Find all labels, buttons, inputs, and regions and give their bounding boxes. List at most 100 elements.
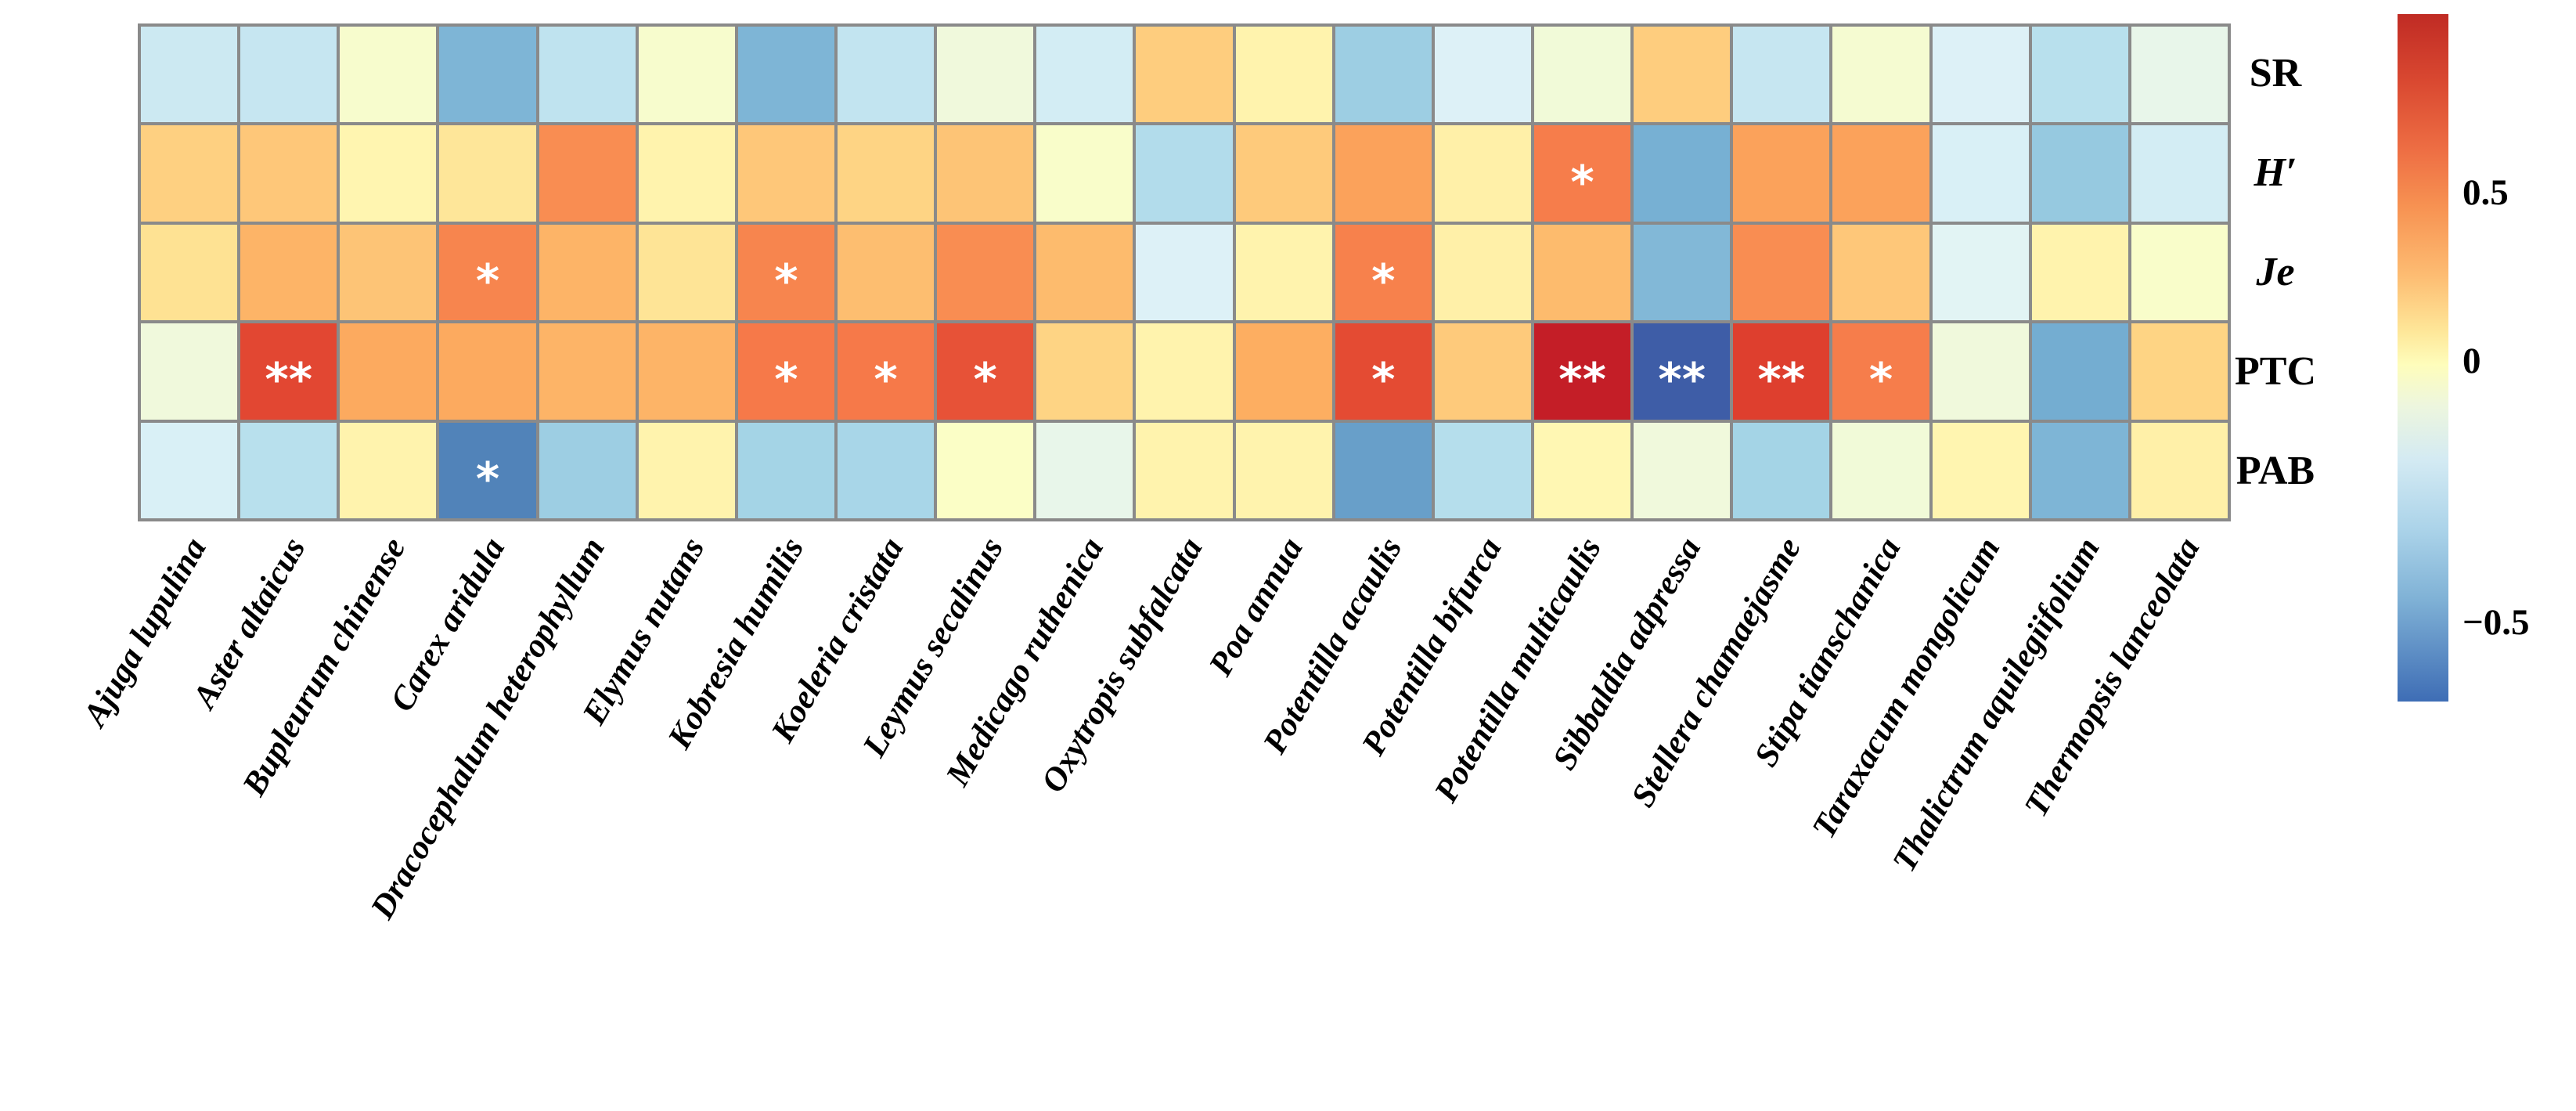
heatmap-cell bbox=[737, 422, 834, 518]
heatmap-cell bbox=[141, 27, 238, 123]
heatmap-cell bbox=[1634, 27, 1731, 123]
heatmap-cell bbox=[340, 27, 437, 123]
heatmap-cell bbox=[1235, 27, 1332, 123]
heatmap-cell bbox=[1235, 224, 1332, 321]
heatmap-cell bbox=[141, 422, 238, 518]
correlation-heatmap: * * * * ** * * * * ** ** ** * * bbox=[138, 23, 2231, 521]
heatmap-cell bbox=[937, 422, 1034, 518]
heatmap-cell bbox=[141, 125, 238, 222]
heatmap-cell bbox=[340, 125, 437, 222]
heatmap-cell bbox=[937, 224, 1034, 321]
heatmap-cell bbox=[1932, 422, 2029, 518]
heatmap-cell: ** bbox=[1534, 323, 1631, 420]
heatmap-cell: * bbox=[1534, 125, 1631, 222]
x-tick-label: Thalictrum aquilegiifolium bbox=[1886, 532, 2107, 878]
heatmap-cell bbox=[838, 422, 935, 518]
heatmap-cell bbox=[1235, 125, 1332, 222]
heatmap-cell bbox=[439, 125, 536, 222]
heatmap-cell bbox=[638, 224, 735, 321]
heatmap-cell bbox=[141, 323, 238, 420]
colorbar-tick-label: −0.5 bbox=[2463, 602, 2530, 643]
heatmap-cell bbox=[240, 27, 337, 123]
significance-marker: * bbox=[874, 352, 898, 406]
heatmap-cell bbox=[737, 27, 834, 123]
significance-marker: ** bbox=[1757, 352, 1806, 406]
heatmap-cell bbox=[340, 422, 437, 518]
significance-marker: * bbox=[475, 254, 500, 308]
heatmap-cell bbox=[539, 422, 636, 518]
heatmap-cell bbox=[1634, 224, 1731, 321]
heatmap-cell bbox=[1335, 125, 1432, 222]
colorbar-tick-label: 0 bbox=[2463, 341, 2481, 381]
heatmap-cell bbox=[1932, 27, 2029, 123]
x-tick-label: Poa annua bbox=[1202, 532, 1310, 683]
heatmap-cell bbox=[1932, 323, 2029, 420]
heatmap-cell bbox=[1733, 27, 1830, 123]
heatmap-cell bbox=[2131, 125, 2228, 222]
heatmap-cell bbox=[1036, 125, 1133, 222]
heatmap-cell bbox=[1136, 422, 1233, 518]
heatmap-cell bbox=[2131, 422, 2228, 518]
heatmap-cell bbox=[1932, 224, 2029, 321]
heatmap-cell bbox=[638, 422, 735, 518]
significance-marker: ** bbox=[1558, 352, 1606, 406]
heatmap-cell bbox=[638, 125, 735, 222]
significance-marker: * bbox=[1371, 352, 1396, 406]
heatmap-cell bbox=[2031, 323, 2128, 420]
heatmap-cell bbox=[1235, 422, 1332, 518]
heatmap-cell bbox=[1136, 323, 1233, 420]
heatmap-cell bbox=[937, 27, 1034, 123]
heatmap-cell bbox=[1932, 125, 2029, 222]
heatmap-cell bbox=[1434, 125, 1531, 222]
heatmap-cell: * bbox=[937, 323, 1034, 420]
heatmap-cell bbox=[539, 125, 636, 222]
heatmap-cell: ** bbox=[240, 323, 337, 420]
heatmap-cell bbox=[838, 27, 935, 123]
y-tick-label: H′ bbox=[2254, 150, 2297, 195]
heatmap-cell bbox=[240, 224, 337, 321]
heatmap-cell bbox=[1733, 422, 1830, 518]
heatmap-cell bbox=[1335, 422, 1432, 518]
heatmap-cell bbox=[2031, 27, 2128, 123]
heatmap-cell bbox=[1036, 323, 1133, 420]
heatmap-cell bbox=[340, 224, 437, 321]
colorbar-tick-label: 0.5 bbox=[2463, 172, 2509, 213]
heatmap-cell: * bbox=[439, 224, 536, 321]
heatmap-cell bbox=[638, 27, 735, 123]
significance-marker: * bbox=[1371, 254, 1396, 308]
heatmap-cell: * bbox=[737, 224, 834, 321]
significance-marker: * bbox=[1570, 155, 1594, 209]
heatmap-cell bbox=[2131, 323, 2228, 420]
heatmap-cell bbox=[1136, 27, 1233, 123]
heatmap-cell: * bbox=[838, 323, 935, 420]
heatmap-cell bbox=[1036, 27, 1133, 123]
heatmap-cell: ** bbox=[1634, 323, 1731, 420]
heatmap-cell bbox=[1534, 422, 1631, 518]
heatmap-cell bbox=[1832, 27, 1929, 123]
heatmap-cell bbox=[539, 27, 636, 123]
heatmap-cell bbox=[1434, 224, 1531, 321]
heatmap-cell bbox=[340, 323, 437, 420]
x-tick-label: Ajuga lupulina bbox=[76, 532, 214, 733]
x-tick-label: Thermopsis lanceolata bbox=[2017, 532, 2207, 824]
heatmap-cell bbox=[1733, 224, 1830, 321]
heatmap-cell bbox=[737, 125, 834, 222]
significance-marker: ** bbox=[265, 352, 313, 406]
heatmap-cell bbox=[539, 323, 636, 420]
heatmap-cell bbox=[838, 125, 935, 222]
heatmap-cell bbox=[439, 27, 536, 123]
heatmap-cell bbox=[1832, 224, 1929, 321]
heatmap-cell bbox=[439, 323, 536, 420]
significance-marker: * bbox=[1868, 352, 1893, 406]
y-tick-label: PAB bbox=[2236, 449, 2315, 493]
heatmap-cell bbox=[1434, 323, 1531, 420]
heatmap-cell bbox=[2031, 422, 2128, 518]
x-tick-label: Taraxacum mongolicum bbox=[1805, 532, 2008, 845]
heatmap-cell bbox=[1136, 125, 1233, 222]
heatmap-cell bbox=[838, 224, 935, 321]
heatmap-cell: * bbox=[1335, 224, 1432, 321]
significance-marker: * bbox=[973, 352, 997, 406]
heatmap-cell bbox=[2131, 27, 2228, 123]
heatmap-cell bbox=[1634, 125, 1731, 222]
